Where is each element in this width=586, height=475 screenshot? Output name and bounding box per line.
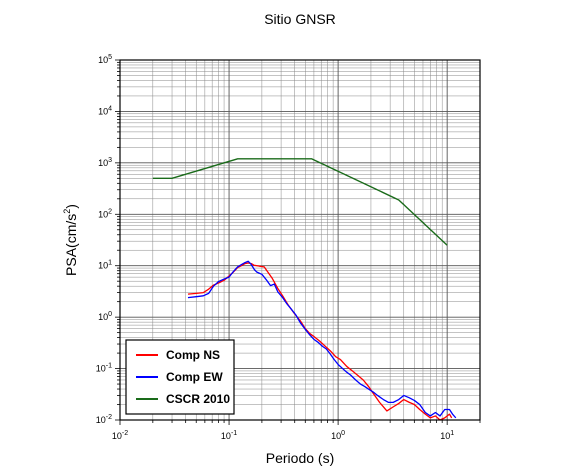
y-tick-label-exp: 0 <box>108 311 112 318</box>
series-line-cscr-2010 <box>152 158 448 246</box>
y-tick-label: 102 <box>98 208 112 219</box>
y-tick-label-base: 10 <box>98 55 108 65</box>
legend-label-ns: Comp NS <box>166 348 220 362</box>
x-axis-label: Periodo (s) <box>266 450 334 466</box>
y-tick-label: 100 <box>98 311 112 322</box>
chart-title: Sitio GNSR <box>264 11 336 27</box>
x-tick-label-exp: -1 <box>231 430 237 437</box>
y-tick-label: 10-1 <box>96 363 112 374</box>
y-tick-label-base: 10 <box>96 364 106 374</box>
x-tick-label: 100 <box>331 430 345 441</box>
y-tick-label-exp: -2 <box>106 414 112 421</box>
y-tick-label-exp: 2 <box>108 208 112 215</box>
series-layer <box>152 158 457 421</box>
grid-minor <box>120 60 481 420</box>
series-line-comp-ew <box>187 260 457 419</box>
y-tick-label-base: 10 <box>98 312 108 322</box>
x-tick-label-base: 10 <box>112 431 122 441</box>
x-tick-label-base: 10 <box>331 431 341 441</box>
x-tick-label: 10-2 <box>112 430 128 441</box>
y-tick-label: 101 <box>98 260 112 271</box>
x-tick-label-exp: 0 <box>341 430 345 437</box>
y-tick-label-base: 10 <box>96 415 106 425</box>
y-axis-label: PSA(cm/s2) <box>62 204 79 276</box>
y-tick-label: 10-2 <box>96 414 112 425</box>
y-tick-label: 104 <box>98 105 112 116</box>
legend: Comp NS Comp EW CSCR 2010 <box>125 339 235 415</box>
y-tick-label-exp: 4 <box>108 105 112 112</box>
x-tick-labels: 10-2 10-1 100 101 <box>112 430 454 441</box>
y-tick-label-base: 10 <box>98 209 108 219</box>
x-tick-label-exp: -2 <box>122 430 128 437</box>
y-tick-label-exp: 1 <box>108 260 112 267</box>
x-tick-label: 10-1 <box>221 430 237 441</box>
plot-frame <box>119 59 481 421</box>
axis-ticks <box>115 59 481 425</box>
x-tick-label-exp: 1 <box>450 430 454 437</box>
y-tick-label-exp: 5 <box>108 54 112 61</box>
legend-label-cscr: CSCR 2010 <box>166 392 230 406</box>
x-tick-label-base: 10 <box>221 431 231 441</box>
y-axis-label-sup: 2 <box>62 209 72 214</box>
y-tick-label-base: 10 <box>98 261 108 271</box>
y-tick-label-exp: 3 <box>108 157 112 164</box>
y-tick-label-base: 10 <box>98 158 108 168</box>
legend-label-ew: Comp EW <box>166 370 223 384</box>
y-tick-label: 105 <box>98 54 112 65</box>
x-tick-label-base: 10 <box>440 431 450 441</box>
y-tick-label: 103 <box>98 157 112 168</box>
y-axis-label-close: ) <box>63 204 79 209</box>
y-tick-label-base: 10 <box>98 106 108 116</box>
x-tick-label: 101 <box>440 430 454 441</box>
y-tick-label-exp: -1 <box>106 363 112 370</box>
y-axis-label-main: PSA(cm/s <box>63 214 79 276</box>
